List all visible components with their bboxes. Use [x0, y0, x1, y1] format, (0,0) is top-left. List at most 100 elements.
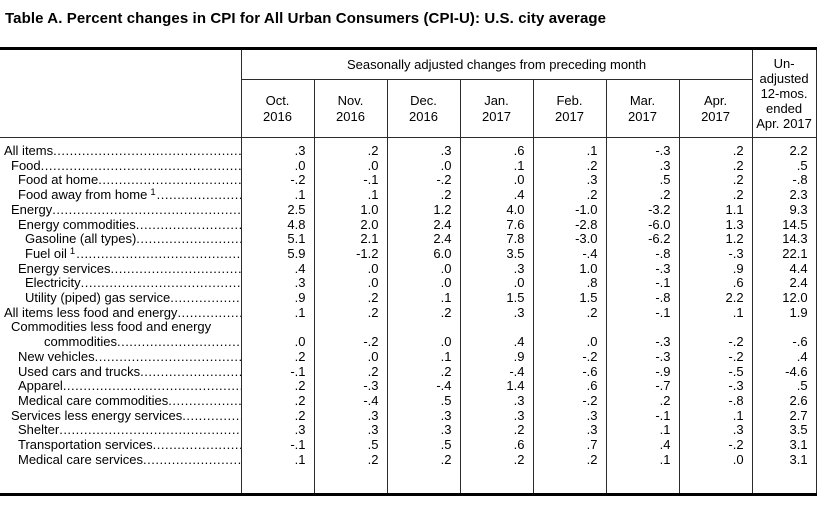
row-label: Commodities less food and energy commodit… [0, 320, 241, 349]
cell-value: .4 [459, 187, 533, 203]
cell-value: .2 [459, 452, 533, 468]
month-column-header: Oct. 2016 [240, 79, 314, 138]
spacer-cell [459, 467, 533, 495]
cell-value: .0 [313, 349, 387, 365]
cell-value: .3 [459, 393, 533, 409]
cell-value: 1.9 [751, 305, 817, 321]
cell-value: .2 [459, 423, 533, 439]
cell-value: -.9 [605, 364, 679, 380]
cell-value: 1.4 [459, 379, 533, 394]
cell-value: -.8 [751, 173, 817, 189]
table-header: Seasonally adjusted changes from precedi… [0, 48, 817, 138]
cell-value: 4.8 [240, 217, 314, 233]
cell-value: .7 [532, 437, 606, 453]
table-row: Electricity.3.0.0.0.8-.1.62.4 [0, 276, 817, 292]
cell-value: -6.0 [605, 217, 679, 233]
leader-dots [52, 203, 240, 218]
cell-value: .2 [313, 290, 387, 306]
cell-value: 2.2 [678, 290, 753, 306]
cell-value: -.1 [605, 408, 679, 424]
cell-value: 2.7 [751, 408, 817, 424]
cell-value: -.2 [313, 320, 387, 350]
cell-value: 3.1 [751, 452, 817, 468]
month-header-row: Oct. 2016 Nov. 2016 Dec. 2016 Jan. 2017 Feb. 2017… [0, 79, 816, 138]
cell-value: .0 [459, 173, 533, 189]
cell-value: .1 [605, 423, 679, 439]
cell-value: .2 [386, 305, 460, 321]
table-row: Medical care commodities.2-.4.5.3-.2.2-.… [0, 393, 817, 409]
cell-value: -.3 [605, 261, 679, 277]
leader-dots [168, 394, 240, 409]
cell-value: .5 [605, 173, 679, 189]
cell-value: -2.8 [532, 217, 606, 233]
row-label: All items [0, 138, 241, 159]
cell-value: .1 [605, 452, 679, 468]
row-label: Apparel [0, 379, 241, 394]
cell-value: .0 [313, 158, 387, 174]
row-label: Shelter [0, 423, 241, 438]
row-label: Electricity [0, 276, 241, 291]
unadjusted-column-header: Un-adjusted 12-mos. ended Apr. 2017 [751, 48, 817, 138]
row-label: Medical care commodities [0, 393, 241, 409]
cell-value: .2 [605, 187, 679, 203]
spacer-cell [678, 467, 753, 495]
cell-value: .9 [678, 261, 753, 277]
spacer-cell [751, 467, 817, 495]
cell-value: .2 [240, 393, 314, 409]
row-label: Energy commodities [0, 217, 241, 233]
cell-value: .9 [459, 349, 533, 365]
cell-value: .3 [532, 408, 606, 424]
cell-value: 5.1 [240, 232, 314, 247]
cell-value: -.5 [678, 364, 753, 380]
cell-value: .3 [313, 423, 387, 439]
row-label: Utility (piped) gas service [0, 290, 241, 306]
spacer-cell [0, 467, 241, 494]
spacer-cell [386, 467, 460, 495]
cell-value: -6.2 [605, 232, 679, 247]
cell-value: 3.1 [751, 437, 817, 453]
cell-value: .0 [240, 320, 314, 350]
leader-dots [153, 438, 241, 453]
cell-value: .2 [532, 452, 606, 468]
cell-value: .0 [459, 276, 533, 292]
cell-value: .6 [459, 437, 533, 453]
cell-value: .3 [386, 137, 460, 159]
leader-dots [53, 144, 240, 159]
cell-value: 2.4 [751, 276, 817, 292]
cell-value: -.2 [386, 173, 460, 189]
leader-dots [95, 350, 241, 365]
cell-value: -.8 [678, 393, 753, 409]
cell-value: -.3 [678, 379, 753, 394]
cell-value: .1 [678, 305, 753, 321]
table-row: Energy2.51.01.24.0-1.0-3.21.19.3 [0, 202, 817, 218]
cell-value: -3.2 [605, 202, 679, 218]
cell-value: 7.8 [459, 232, 533, 247]
cell-value: .2 [386, 452, 460, 468]
cell-value: .2 [240, 349, 314, 365]
cell-value: .2 [678, 158, 753, 174]
cell-value: .3 [313, 408, 387, 424]
table-row: Gasoline (all types)5.12.12.47.8-3.0-6.2… [0, 232, 817, 247]
leader-dots [157, 188, 241, 203]
cell-value: 12.0 [751, 290, 817, 306]
cell-value: .1 [678, 408, 753, 424]
cell-value: -.2 [240, 173, 314, 189]
cell-value: 2.2 [751, 137, 817, 159]
row-label: Transportation services [0, 437, 241, 453]
table-row: Utility (piped) gas service.9.2.11.51.5-… [0, 290, 817, 306]
leader-dots [140, 365, 240, 380]
row-label: Fuel oil 1 [0, 246, 241, 262]
cell-value: -.1 [240, 437, 314, 453]
cell-value: .4 [240, 261, 314, 277]
table-body: All items.3.2.3.6.1-.3.22.2Food.0.0.0.1.… [0, 137, 817, 495]
cell-value: 2.3 [751, 187, 817, 203]
cell-value: .1 [240, 305, 314, 321]
cell-value: -.3 [605, 349, 679, 365]
cell-value: 2.4 [386, 217, 460, 233]
cell-value: -.4 [386, 379, 460, 394]
cell-value: 22.1 [751, 246, 817, 262]
cell-value: .6 [459, 137, 533, 159]
cell-value: .0 [313, 276, 387, 292]
